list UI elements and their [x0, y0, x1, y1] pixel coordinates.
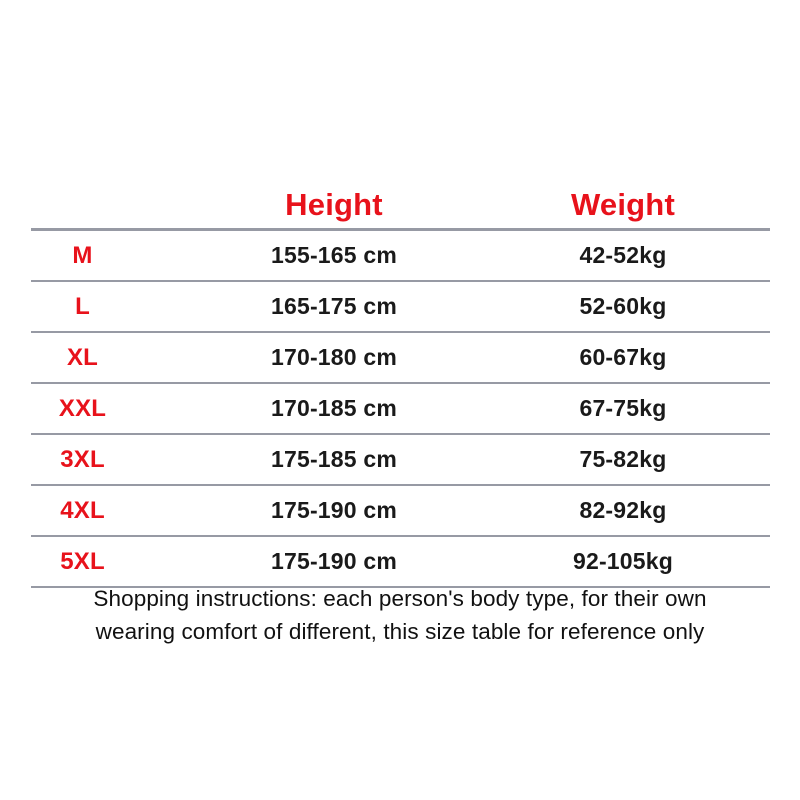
height-column-header: Height [285, 187, 383, 222]
weight-value: 92-105kg [572, 548, 674, 574]
size-label: XXL [58, 394, 107, 422]
weight-value: 82-92kg [579, 497, 667, 523]
height-value: 165-175 cm [270, 293, 398, 319]
height-value: 175-190 cm [270, 548, 398, 574]
table-row: XL 170-180 cm 60-67kg [31, 333, 770, 384]
height-value: 170-185 cm [270, 395, 398, 421]
size-label: 3XL [60, 445, 105, 473]
weight-value: 60-67kg [579, 344, 667, 370]
size-label: XL [66, 343, 99, 371]
table-row: L 165-175 cm 52-60kg [31, 282, 770, 333]
table-row: M 155-165 cm 42-52kg [31, 231, 770, 282]
weight-value: 75-82kg [579, 446, 667, 472]
shopping-instructions-note: Shopping instructions: each person's bod… [93, 586, 707, 644]
height-value: 175-185 cm [270, 446, 398, 472]
weight-value: 52-60kg [579, 293, 667, 319]
size-label: M [72, 241, 93, 269]
size-chart-table: Height Weight M 155-165 cm 42-52kg L 165… [31, 182, 770, 588]
table-row: 5XL 175-190 cm 92-105kg [31, 537, 770, 588]
table-row: XXL 170-185 cm 67-75kg [31, 384, 770, 435]
height-value: 175-190 cm [270, 497, 398, 523]
size-label: 4XL [60, 496, 105, 524]
weight-value: 42-52kg [579, 242, 667, 268]
size-label: L [75, 292, 90, 320]
height-value: 155-165 cm [270, 242, 398, 268]
height-value: 170-180 cm [270, 344, 398, 370]
size-label: 5XL [60, 547, 105, 575]
weight-value: 67-75kg [579, 395, 667, 421]
table-row: 3XL 175-185 cm 75-82kg [31, 435, 770, 486]
table-row: 4XL 175-190 cm 82-92kg [31, 486, 770, 537]
weight-column-header: Weight [571, 187, 675, 222]
table-header-row: Height Weight [31, 182, 770, 231]
